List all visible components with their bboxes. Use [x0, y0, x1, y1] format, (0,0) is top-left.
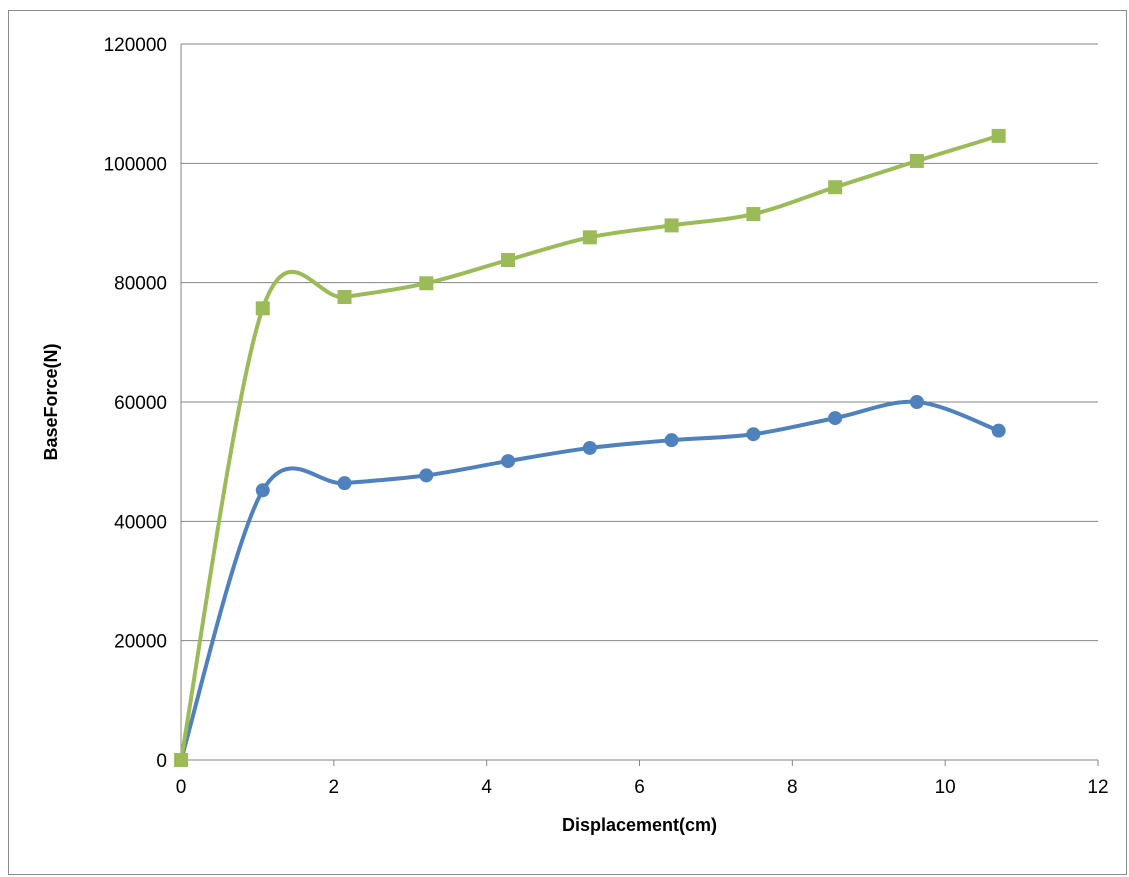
series-2-point: [582, 230, 597, 245]
series-2-point: [828, 180, 843, 195]
series-1-line: [179, 399, 1001, 762]
y-tick-label: 100000: [104, 154, 167, 175]
series-2-point: [991, 128, 1006, 143]
x-tick-label: 2: [329, 777, 340, 798]
chart-frame: 0 20000 40000 60000 80000 100000 120000 0 2 4 6 8 10…: [8, 10, 1127, 875]
series-2-point: [174, 753, 188, 767]
y-axis-title: BaseForce(N): [41, 343, 61, 460]
x-tick-label: 8: [787, 777, 798, 798]
axes: [180, 44, 1099, 766]
y-tick-label: 20000: [114, 632, 167, 653]
tick-labels: 0 20000 40000 60000 80000 100000 120000 0 2 4 6 8 10…: [104, 35, 1109, 798]
x-tick-label: 6: [634, 777, 645, 798]
series-2-point: [664, 218, 679, 233]
series-1-point: [582, 440, 597, 455]
series-2-point: [909, 153, 924, 168]
series-2-point: [746, 207, 761, 222]
series-2-point: [337, 289, 352, 304]
x-tick-label: 0: [176, 777, 187, 798]
series-2-point: [501, 252, 516, 267]
series-1-point: [501, 454, 516, 469]
series-1-point: [664, 433, 679, 448]
series-1-point: [991, 423, 1006, 438]
y-tick-label: 80000: [114, 274, 167, 295]
x-tick-label: 12: [1087, 777, 1108, 798]
series-1-point: [255, 483, 270, 498]
series-1-point: [746, 427, 761, 442]
series-markers: [174, 128, 1006, 767]
series-1-point: [419, 468, 434, 483]
series-2-point: [419, 276, 434, 291]
series-1-point: [909, 395, 924, 409]
gridlines: [181, 43, 1098, 642]
x-tick-label: 10: [935, 777, 956, 798]
x-tick-label: 4: [481, 777, 492, 798]
y-tick-label: 0: [156, 751, 167, 772]
x-axis-title: Displacement(cm): [562, 815, 717, 835]
y-tick-label: 40000: [114, 512, 167, 533]
series-2-point: [255, 301, 270, 316]
y-tick-label: 120000: [104, 35, 167, 56]
line-chart: 0 20000 40000 60000 80000 100000 120000 0 2 4 6 8 10…: [41, 35, 1109, 835]
series-1-point: [337, 476, 352, 491]
series-1-point: [828, 411, 843, 426]
y-tick-label: 60000: [114, 393, 167, 414]
